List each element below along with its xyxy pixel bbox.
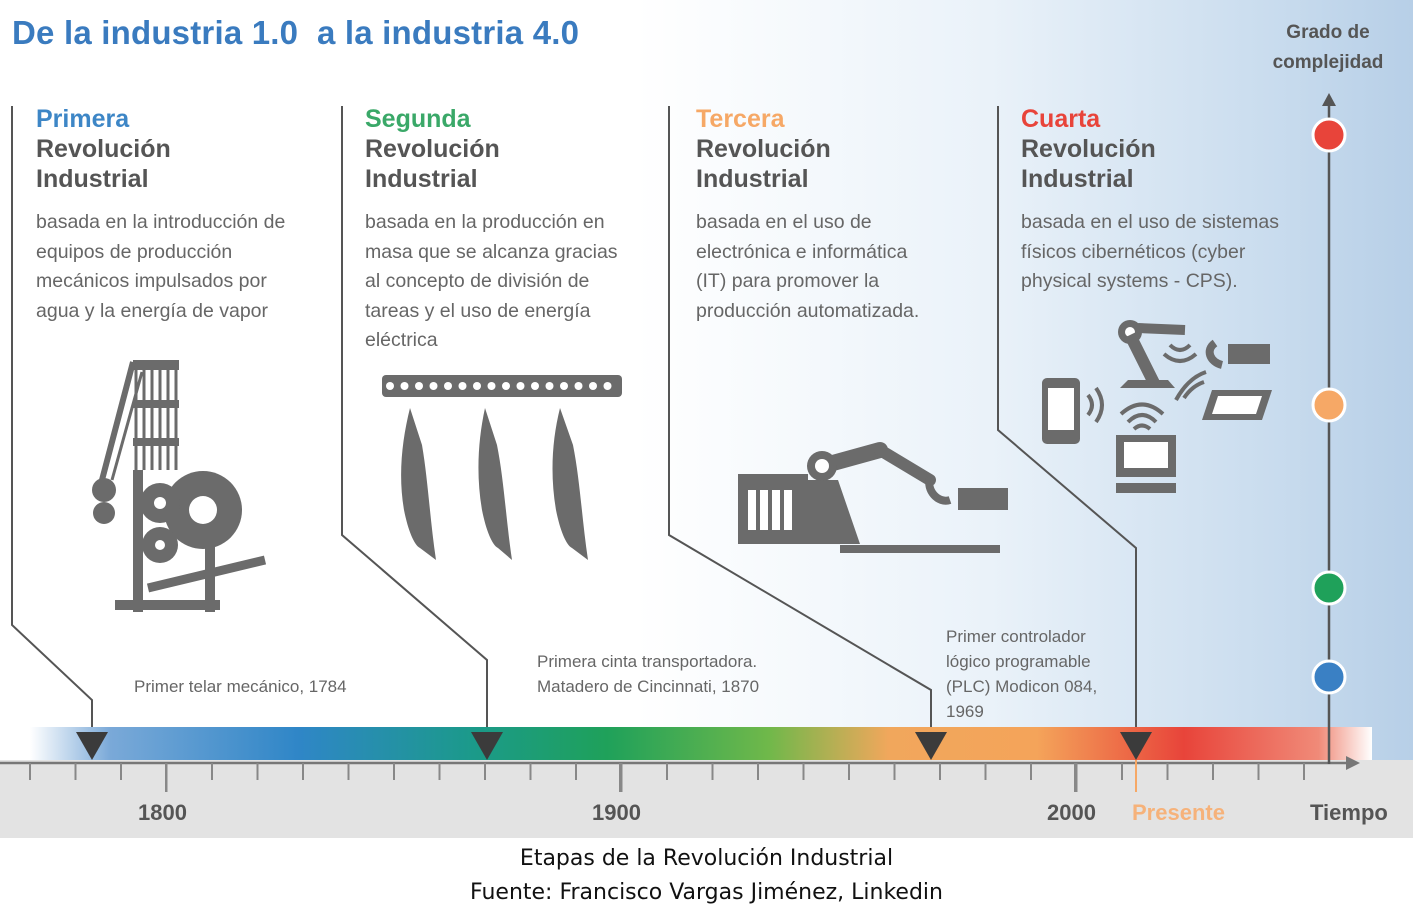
- connector-line-2: [341, 106, 488, 735]
- revolution-ordinal: Tercera: [696, 105, 785, 133]
- time-axis-arrow: [1346, 756, 1360, 770]
- revolution-name-line1: Revolución: [36, 135, 171, 163]
- revolution-name-line2: Industrial: [1021, 165, 1134, 193]
- complexity-dot-1: [1311, 659, 1347, 695]
- cyber-physical-systems-icon: [1042, 320, 1272, 493]
- description-line: físicos cibernéticos (cyber: [1021, 240, 1246, 263]
- milestone-line: Primer controlador: [946, 627, 1086, 646]
- conveyor-roller: [429, 382, 438, 390]
- revolution-description: basada en el uso de electrónica e inform…: [696, 208, 986, 326]
- conveyor-roller: [473, 382, 481, 390]
- revolution-ordinal: Segunda: [365, 105, 471, 133]
- timeline-graphics: [0, 93, 1413, 838]
- milestone-line: Primer telar mecánico, 1784: [134, 677, 347, 696]
- axis-label-1900: 1900: [592, 800, 641, 825]
- conveyor-roller: [502, 382, 510, 390]
- mechanical-loom-icon: [92, 360, 267, 612]
- connector-line-4: [997, 106, 1137, 735]
- description-line: basada en la producción en: [365, 211, 605, 233]
- revolution-card-1: Primera Revolución Industrial basada en …: [36, 104, 336, 326]
- milestone-note-2: Primera cinta transportadora. Matadero d…: [537, 649, 759, 699]
- axis-label-2000: 2000: [1047, 800, 1096, 825]
- description-line: basada en el uso de sistemas: [1021, 211, 1279, 233]
- complexity-dot-2: [1311, 570, 1347, 606]
- milestone-line: lógico programable: [946, 652, 1091, 671]
- infographic: De la industria 1.0 a la industria 4.0 G…: [0, 0, 1413, 838]
- revolution-description: basada en la producción en masa que se a…: [365, 208, 665, 356]
- revolution-description: basada en el uso de sistemas físicos cib…: [1021, 208, 1321, 297]
- revolution-ordinal: Primera: [36, 105, 130, 133]
- conveyor-roller: [386, 382, 394, 390]
- time-axis: [0, 760, 1413, 838]
- revolution-card-4: Cuarta Revolución Industrial basada en e…: [1021, 104, 1321, 297]
- milestone-marker-1: [76, 732, 108, 760]
- caption-source: Fuente: Francisco Vargas Jiménez, Linked…: [470, 880, 943, 905]
- milestone-line: Primera cinta transportadora.: [537, 652, 758, 671]
- conveyor-belt-icon: [382, 375, 622, 560]
- conveyor-roller: [458, 382, 467, 390]
- conveyor-roller: [531, 382, 539, 390]
- complexity-label-line1: Grado de: [1286, 22, 1370, 43]
- description-line: tareas y el uso de energía: [365, 299, 591, 322]
- milestone-note-1: Primer telar mecánico, 1784: [134, 674, 347, 699]
- revolution-name-line2: Industrial: [696, 165, 809, 193]
- description-line: physical systems - CPS).: [1021, 270, 1238, 292]
- milestone-marker-4: [1120, 732, 1152, 760]
- milestone-marker-3: [915, 732, 947, 760]
- revolution-name-line2: Industrial: [365, 165, 478, 193]
- timeline-color-band: [30, 727, 1372, 760]
- conveyor-roller: [603, 382, 612, 390]
- complexity-dot-4: [1311, 117, 1347, 153]
- description-line: masa que se alcanza gracias: [365, 240, 618, 263]
- complexity-dot-3: [1311, 387, 1347, 423]
- milestone-note-3: Primer controlador lógico programable (P…: [946, 624, 1097, 724]
- revolution-card-2: Segunda Revolución Industrial basada en …: [365, 104, 665, 356]
- description-line: electrónica e informática: [696, 240, 908, 263]
- conveyor-roller: [487, 382, 496, 390]
- conveyor-roller: [400, 382, 409, 390]
- conveyor-roller: [560, 382, 568, 390]
- conveyor-roller: [574, 382, 583, 390]
- conveyor-roller: [545, 382, 554, 390]
- connector-line-3: [668, 106, 932, 735]
- conveyor-roller: [415, 382, 423, 390]
- description-line: (IT) para promover la: [696, 270, 880, 292]
- revolution-name-line2: Industrial: [36, 165, 149, 193]
- description-line: eléctrica: [365, 329, 438, 351]
- robotic-arm-icon: [738, 442, 1008, 553]
- conveyor-roller: [589, 382, 597, 390]
- axis-label-present: Presente: [1132, 800, 1225, 825]
- complexity-label-line2: complejidad: [1272, 52, 1384, 73]
- revolution-name-line1: Revolución: [1021, 135, 1156, 163]
- description-line: equipos de producción: [36, 240, 233, 263]
- axis-label-time: Tiempo: [1310, 800, 1388, 825]
- axis-label-1800: 1800: [138, 800, 187, 825]
- complexity-axis-label: Grado de complejidad: [1252, 18, 1404, 78]
- description-line: al concepto de división de: [365, 270, 590, 292]
- description-line: basada en la introducción de: [36, 211, 286, 233]
- conveyor-roller: [516, 382, 525, 390]
- page-title: De la industria 1.0 a la industria 4.0: [12, 14, 580, 51]
- connector-line-1: [11, 106, 93, 735]
- milestone-line: Matadero de Cincinnati, 1870: [537, 677, 760, 696]
- conveyor-roller: [444, 382, 452, 390]
- revolution-name-line1: Revolución: [365, 135, 500, 163]
- description-line: producción automatizada.: [696, 299, 920, 322]
- milestone-line: 1969: [946, 702, 984, 721]
- revolution-ordinal: Cuarta: [1021, 105, 1101, 133]
- revolution-card-3: Tercera Revolución Industrial basada en …: [696, 104, 986, 326]
- caption-title: Etapas de la Revolución Industrial: [519, 846, 894, 871]
- revolution-description: basada en la introducción de equipos de …: [36, 208, 336, 326]
- revolution-name-line1: Revolución: [696, 135, 831, 163]
- milestone-line: (PLC) Modicon 084,: [946, 677, 1098, 696]
- description-line: mecánicos impulsados por: [36, 270, 267, 292]
- description-line: agua y la energía de vapor: [36, 299, 269, 322]
- description-line: basada en el uso de: [696, 211, 872, 233]
- milestone-marker-2: [471, 732, 503, 760]
